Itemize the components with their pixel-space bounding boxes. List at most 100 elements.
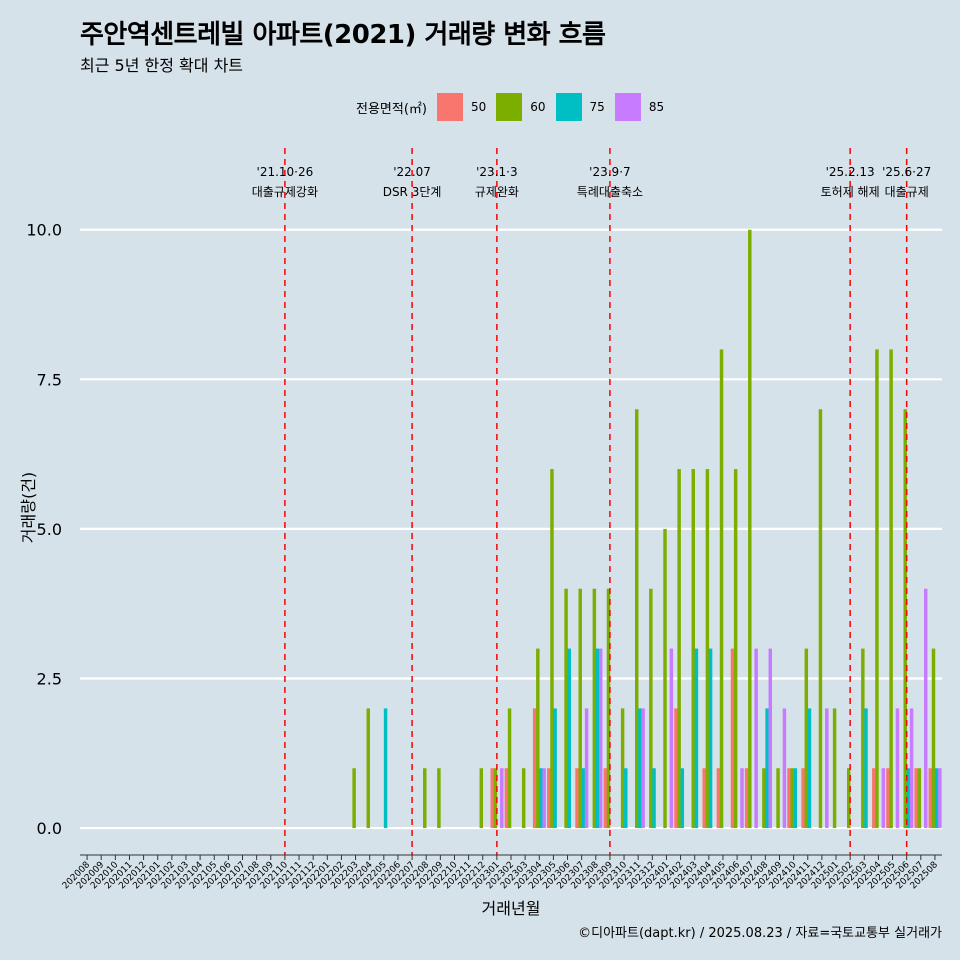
chart-subtitle: 최근 5년 한정 확대 차트 bbox=[80, 56, 244, 75]
legend-label-60: 60 bbox=[530, 100, 546, 114]
bar-60-202309 bbox=[606, 588, 611, 829]
bar-60-202501 bbox=[832, 708, 837, 829]
bar-50-202402 bbox=[674, 708, 678, 829]
bar-85-202505 bbox=[895, 708, 900, 829]
bar-60-202208 bbox=[423, 768, 427, 829]
bar-50-202405 bbox=[716, 768, 721, 829]
bar-60-202209 bbox=[437, 768, 441, 829]
y-tick-label: 10.0 bbox=[26, 221, 62, 240]
bar-85-202508 bbox=[938, 768, 942, 829]
legend-item-75: 75 bbox=[555, 93, 605, 121]
event-label: 토허제 해제 bbox=[821, 185, 880, 199]
bar-85-202412 bbox=[825, 708, 829, 829]
event-date-label: '23.9·7 bbox=[589, 165, 630, 179]
bar-75-202312 bbox=[652, 768, 656, 829]
bar-50-202404 bbox=[702, 768, 706, 829]
event-label: 특례대출축소 bbox=[577, 185, 643, 199]
bar-60-202410 bbox=[790, 768, 794, 829]
bar-75-202506 bbox=[906, 768, 911, 829]
legend: 전용면적(㎡) 50 60 75 85 bbox=[356, 92, 674, 122]
bar-60-202404 bbox=[705, 469, 710, 829]
legend-key-60 bbox=[496, 93, 523, 121]
bar-60-202409 bbox=[776, 768, 780, 829]
caption: ©디아파트(dapt.kr) / 2025.08.23 / 자료=국토교통부 실… bbox=[578, 926, 942, 941]
event-label: 대출규제 bbox=[885, 185, 929, 199]
event-label: DSR 3단계 bbox=[383, 185, 442, 199]
bar-85-202406 bbox=[740, 768, 744, 829]
event-date-label: '22.07 bbox=[393, 165, 431, 179]
bar-60-202411 bbox=[804, 648, 809, 829]
bar-50-202505 bbox=[886, 768, 890, 829]
legend-title: 전용면적(㎡) bbox=[356, 101, 427, 117]
bar-75-202503 bbox=[864, 708, 868, 829]
bar-75-202404 bbox=[708, 648, 713, 829]
bar-50-202307 bbox=[575, 768, 579, 829]
chart-title: 주안역센트레빌 아파트(2021) 거래량 변화 흐름 bbox=[80, 20, 606, 50]
event-label: 대출규제강화 bbox=[252, 185, 318, 199]
bar-85-202506 bbox=[909, 708, 914, 829]
bar-85-202409 bbox=[782, 708, 787, 829]
bar-50-202410 bbox=[787, 768, 791, 829]
y-tick-label: 2.5 bbox=[37, 669, 62, 688]
y-tick-label: 7.5 bbox=[37, 370, 62, 389]
bar-60-202204 bbox=[366, 708, 370, 829]
bar-60-202303 bbox=[521, 768, 526, 829]
bar-60-202307 bbox=[578, 588, 582, 829]
y-axis-title: 거래량(건) bbox=[19, 472, 38, 543]
legend-item-85: 85 bbox=[614, 93, 665, 121]
bar-75-202402 bbox=[680, 768, 685, 829]
bar-75-202304 bbox=[539, 768, 543, 829]
bar-60-202212 bbox=[479, 768, 484, 829]
bar-60-202405 bbox=[719, 349, 724, 829]
bar-60-202506 bbox=[903, 409, 907, 829]
bar-60-202408 bbox=[762, 768, 766, 829]
x-axis-title: 거래년월 bbox=[482, 899, 541, 918]
bar-60-202310 bbox=[620, 708, 625, 829]
bar-75-202205 bbox=[383, 708, 388, 829]
bar-75-202408 bbox=[765, 708, 769, 829]
bar-50-202305 bbox=[547, 768, 551, 829]
bar-60-202302 bbox=[507, 708, 512, 829]
bar-60-202507 bbox=[917, 768, 922, 829]
bar-85-202308 bbox=[598, 648, 603, 829]
bar-75-202306 bbox=[567, 648, 572, 829]
bar-60-202203 bbox=[352, 768, 356, 829]
bar-60-202504 bbox=[875, 349, 879, 829]
bar-50-202504 bbox=[872, 768, 876, 829]
bar-60-202407 bbox=[748, 229, 752, 829]
legend-key-50 bbox=[436, 93, 463, 121]
bar-50-202302 bbox=[504, 768, 509, 829]
event-date-label: '25.6·27 bbox=[882, 165, 931, 179]
bar-50-202406 bbox=[730, 648, 735, 829]
legend-item-50: 50 bbox=[436, 93, 486, 121]
bar-85-202401 bbox=[669, 648, 674, 829]
event-label: 규제완화 bbox=[475, 185, 519, 199]
bar-50-202304 bbox=[532, 708, 537, 829]
bar-50-202508 bbox=[928, 768, 933, 829]
bar-75-202411 bbox=[807, 708, 812, 829]
legend-label-85: 85 bbox=[648, 100, 665, 114]
bars-group bbox=[352, 229, 942, 829]
bar-60-202304 bbox=[536, 648, 540, 829]
event-date-label: '25.2.13 bbox=[826, 165, 875, 179]
bar-85-202507 bbox=[923, 588, 928, 829]
bar-75-202311 bbox=[638, 708, 642, 829]
bar-85-202408 bbox=[768, 648, 773, 829]
bar-50-202507 bbox=[914, 768, 918, 829]
bar-50-202301 bbox=[490, 768, 494, 829]
event-date-label: '23.1·3 bbox=[476, 165, 517, 179]
bar-75-202410 bbox=[793, 768, 798, 829]
bar-85-202301 bbox=[500, 768, 504, 829]
bar-60-202502 bbox=[846, 768, 851, 829]
bar-60-202312 bbox=[649, 588, 653, 829]
bar-85-202307 bbox=[584, 708, 589, 829]
legend-key-75 bbox=[555, 93, 582, 121]
bar-60-202508 bbox=[931, 648, 936, 829]
bar-60-202412 bbox=[818, 409, 823, 829]
bar-85-202311 bbox=[641, 708, 645, 829]
bar-60-202402 bbox=[677, 469, 681, 829]
bar-75-202403 bbox=[694, 648, 699, 829]
legend-label-75: 75 bbox=[589, 100, 605, 114]
bar-60-202306 bbox=[564, 588, 568, 829]
